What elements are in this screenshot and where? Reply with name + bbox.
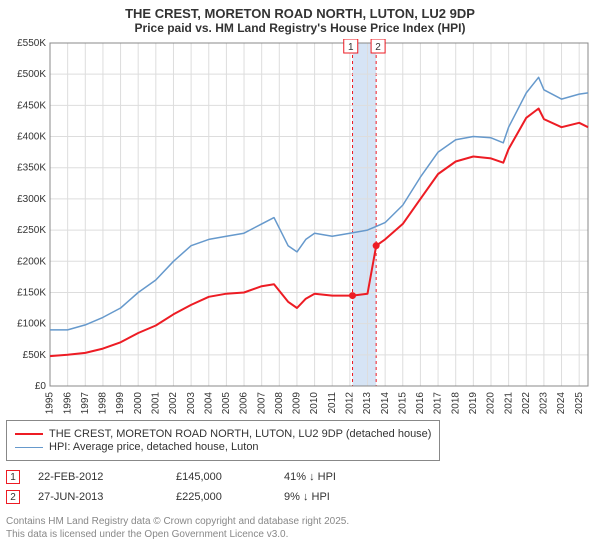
svg-text:2022: 2022	[521, 392, 532, 414]
svg-text:£200K: £200K	[17, 256, 46, 267]
svg-text:2018: 2018	[450, 392, 461, 414]
legend-swatch	[15, 433, 43, 435]
chart-title-main: THE CREST, MORETON ROAD NORTH, LUTON, LU…	[6, 6, 594, 21]
svg-text:1998: 1998	[98, 392, 109, 414]
attribution-line2: This data is licensed under the Open Gov…	[6, 528, 594, 541]
svg-text:2013: 2013	[362, 392, 373, 414]
svg-text:£100K: £100K	[17, 319, 46, 330]
attribution-line1: Contains HM Land Registry data © Crown c…	[6, 515, 594, 528]
svg-text:2025: 2025	[574, 392, 585, 414]
svg-text:2000: 2000	[133, 392, 144, 414]
attribution: Contains HM Land Registry data © Crown c…	[6, 515, 594, 541]
svg-text:£0: £0	[35, 381, 47, 392]
transaction-marker: 1	[6, 470, 20, 484]
svg-text:£450K: £450K	[17, 100, 46, 111]
svg-text:1999: 1999	[115, 392, 126, 414]
legend-item: THE CREST, MORETON ROAD NORTH, LUTON, LU…	[15, 428, 431, 440]
svg-text:£50K: £50K	[23, 350, 47, 361]
svg-text:1996: 1996	[62, 392, 73, 414]
svg-text:2001: 2001	[150, 392, 161, 414]
svg-text:2021: 2021	[503, 392, 514, 414]
price-chart: £0 £50K £100K £150K £200K £250K £300K £350K £400…	[6, 39, 594, 414]
svg-text:£300K: £300K	[17, 194, 46, 205]
transactions-table: 1 22-FEB-2012 £145,000 41% ↓ HPI 2 27-JUN-201…	[6, 467, 594, 507]
svg-text:2011: 2011	[327, 392, 338, 414]
legend-item: HPI: Average price, detached house, Luto…	[15, 441, 431, 453]
svg-text:2012: 2012	[345, 392, 356, 414]
svg-text:2019: 2019	[468, 392, 479, 414]
svg-text:£250K: £250K	[17, 225, 46, 236]
svg-text:2006: 2006	[239, 392, 250, 414]
chart-title-sub: Price paid vs. HM Land Registry's House …	[6, 21, 594, 35]
svg-text:2005: 2005	[221, 392, 232, 414]
svg-text:2017: 2017	[433, 392, 444, 414]
svg-text:2007: 2007	[256, 392, 267, 414]
svg-text:2003: 2003	[186, 392, 197, 414]
svg-text:2010: 2010	[309, 392, 320, 414]
svg-text:2014: 2014	[380, 392, 391, 414]
chart-container: £0 £50K £100K £150K £200K £250K £300K £350K £400…	[6, 39, 594, 414]
svg-text:2015: 2015	[397, 392, 408, 414]
transaction-date: 27-JUN-2013	[38, 491, 158, 503]
legend: THE CREST, MORETON ROAD NORTH, LUTON, LU…	[6, 420, 440, 461]
svg-text:1997: 1997	[80, 392, 91, 414]
svg-text:£500K: £500K	[17, 69, 46, 80]
chart-title-block: THE CREST, MORETON ROAD NORTH, LUTON, LU…	[6, 6, 594, 35]
legend-label: THE CREST, MORETON ROAD NORTH, LUTON, LU…	[49, 428, 431, 440]
legend-swatch	[15, 447, 43, 448]
svg-text:£350K: £350K	[17, 163, 46, 174]
svg-text:1: 1	[348, 42, 354, 53]
svg-text:2: 2	[375, 42, 381, 53]
svg-text:2009: 2009	[292, 392, 303, 414]
transaction-price: £145,000	[176, 471, 266, 483]
transaction-price: £225,000	[176, 491, 266, 503]
svg-text:£150K: £150K	[17, 287, 46, 298]
transaction-delta: 9% ↓ HPI	[284, 491, 404, 503]
svg-text:2024: 2024	[556, 392, 567, 414]
svg-text:2023: 2023	[539, 392, 550, 414]
svg-text:£400K: £400K	[17, 132, 46, 143]
transaction-marker: 2	[6, 490, 20, 504]
transaction-date: 22-FEB-2012	[38, 471, 158, 483]
svg-text:2008: 2008	[274, 392, 285, 414]
svg-text:£550K: £550K	[17, 39, 46, 49]
svg-text:2016: 2016	[415, 392, 426, 414]
svg-text:2004: 2004	[203, 392, 214, 414]
svg-text:2002: 2002	[168, 392, 179, 414]
transaction-row: 2 27-JUN-2013 £225,000 9% ↓ HPI	[6, 487, 594, 507]
svg-text:2020: 2020	[486, 392, 497, 414]
svg-text:1995: 1995	[45, 392, 56, 414]
transaction-row: 1 22-FEB-2012 £145,000 41% ↓ HPI	[6, 467, 594, 487]
legend-label: HPI: Average price, detached house, Luto…	[49, 441, 259, 453]
transaction-delta: 41% ↓ HPI	[284, 471, 404, 483]
